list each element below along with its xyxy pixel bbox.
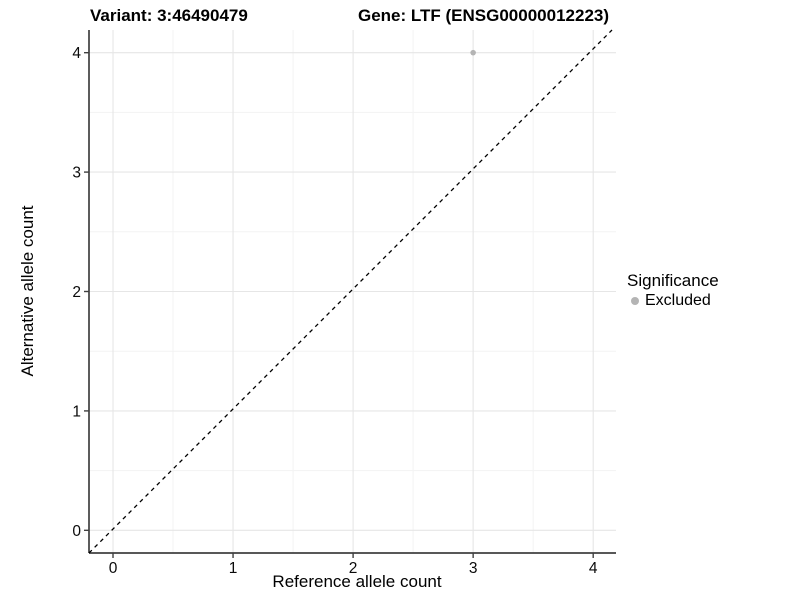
x-tick-label: 4 xyxy=(589,560,598,577)
y-tick-label: 4 xyxy=(72,45,81,62)
identity-reference-line xyxy=(88,29,613,554)
x-axis-label: Reference allele count xyxy=(272,572,442,591)
y-tick-label: 1 xyxy=(72,403,81,420)
legend-point-icon xyxy=(631,297,639,305)
y-tick-label: 0 xyxy=(72,523,81,540)
x-tick-label: 3 xyxy=(469,560,478,577)
x-tick-label: 2 xyxy=(349,560,358,577)
y-tick-label: 2 xyxy=(72,284,81,301)
legend-item-label: Excluded xyxy=(645,292,711,309)
y-tick-label: 3 xyxy=(72,165,81,182)
legend-title: Significance xyxy=(627,271,719,290)
legend-item-excluded: Excluded xyxy=(627,292,719,310)
plot-title-variant: Variant: 3:46490479 xyxy=(90,6,248,25)
plot-title-gene: Gene: LTF (ENSG00000012223) xyxy=(358,6,610,25)
legend: Significance Excluded xyxy=(627,271,719,310)
y-axis-label: Alternative allele count xyxy=(18,205,37,377)
x-tick-label: 1 xyxy=(229,560,238,577)
x-tick-label: 0 xyxy=(109,560,118,577)
data-point xyxy=(470,49,476,56)
